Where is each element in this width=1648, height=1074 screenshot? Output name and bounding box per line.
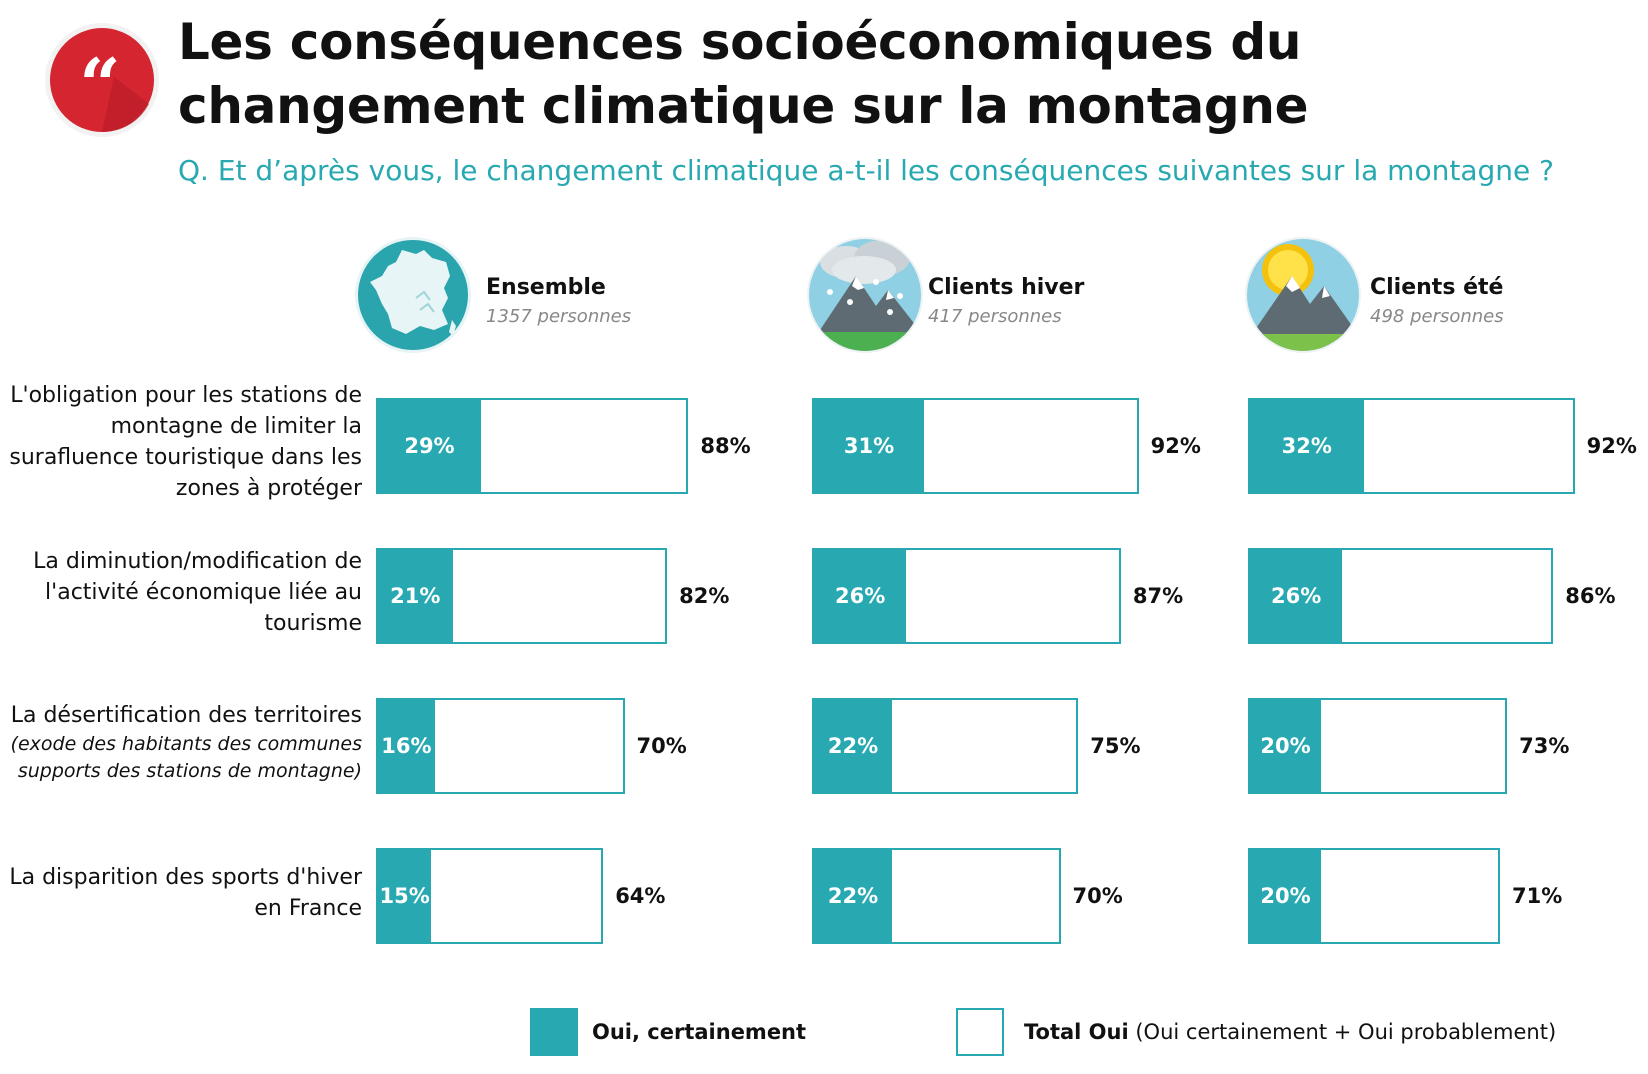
- bar-total-clients-hiver-3: 22%: [812, 698, 1079, 794]
- quote-icon: “: [45, 23, 159, 137]
- row-label-text: La désertification des territoires: [10, 703, 362, 728]
- row-label-surafluence: L'obligation pour les stations de montag…: [0, 380, 362, 504]
- bar-certain-ensemble-4: [378, 850, 432, 942]
- bar-certain-clients-hiver-1: [814, 400, 925, 492]
- row-label-text: L'obligation pour les stations de montag…: [9, 383, 362, 501]
- bar-total-clients-ete-2: 26%: [1248, 548, 1554, 644]
- data-label-total-clients-hiver-1: 92%: [1150, 434, 1201, 458]
- legend-label-certain: Oui, certainement: [592, 1020, 807, 1044]
- data-label-certain-clients-hiver-2: 26%: [835, 584, 886, 608]
- bar-certain-clients-ete-3: [1250, 700, 1321, 792]
- bar-total-ensemble-3: 16%: [376, 698, 625, 794]
- bar-total-clients-ete-3: 20%: [1248, 698, 1508, 794]
- row-label-sports-hiver: La disparition des sports d'hiver en Fra…: [0, 862, 362, 924]
- group-name-clients-hiver: Clients hiver: [928, 275, 1085, 300]
- group-count-clients-hiver: 417 personnes: [928, 306, 1062, 327]
- data-label-total-clients-ete-4: 71%: [1512, 884, 1563, 908]
- data-label-certain-clients-hiver-3: 22%: [827, 734, 879, 758]
- data-label-total-clients-ete-3: 73%: [1519, 734, 1570, 758]
- data-label-total-ensemble-4: 64%: [615, 884, 666, 908]
- bar-certain-clients-hiver-3: [814, 700, 893, 792]
- legend-label-total-rest: (Oui certainement + Oui probablement): [1128, 1020, 1557, 1044]
- data-label-certain-ensemble-2: 21%: [390, 584, 441, 608]
- legend-label-total: Total Oui (Oui certainement + Oui probab…: [1024, 1020, 1556, 1044]
- bar-certain-ensemble-3: [378, 700, 435, 792]
- page-title: Les conséquences socioéconomiques du cha…: [178, 13, 1309, 135]
- bar-total-clients-ete-4: 20%: [1248, 848, 1501, 944]
- data-label-total-clients-ete-2: 86%: [1565, 584, 1616, 608]
- bar-total-clients-hiver-2: 26%: [812, 548, 1121, 644]
- data-label-total-clients-hiver-2: 87%: [1132, 584, 1184, 608]
- bar-total-ensemble-2: 21%: [376, 548, 668, 644]
- group-count-ensemble: 1357 personnes: [486, 306, 632, 327]
- france-map-icon: [355, 237, 471, 353]
- data-label-certain-clients-ete-4: 20%: [1260, 884, 1311, 908]
- row-label-desertification: La désertification des territoires (exod…: [0, 700, 362, 785]
- bar-certain-clients-ete-4: [1250, 850, 1321, 942]
- data-label-total-ensemble-1: 88%: [700, 434, 751, 458]
- data-label-certain-ensemble-1: 29%: [404, 434, 455, 458]
- data-label-certain-clients-ete-3: 20%: [1260, 734, 1311, 758]
- data-label-total-clients-hiver-4: 70%: [1072, 884, 1123, 908]
- data-label-certain-clients-ete-1: 32%: [1281, 434, 1332, 458]
- sunny-mountain-icon: [1245, 237, 1361, 353]
- bar-certain-ensemble-2: [378, 550, 453, 642]
- row-label-text: La diminution/modification de l'activité…: [33, 549, 362, 636]
- data-label-certain-ensemble-3: 16%: [381, 734, 432, 758]
- bar-certain-clients-hiver-4: [814, 850, 893, 942]
- group-name-ensemble: Ensemble: [486, 275, 606, 300]
- data-label-certain-clients-ete-2: 26%: [1271, 584, 1322, 608]
- legend-swatch-total: [956, 1008, 1004, 1056]
- row-label-note: (exode des habitants des communes suppor…: [10, 733, 362, 782]
- row-label-activite-economique: La diminution/modification de l'activité…: [0, 546, 362, 639]
- data-label-certain-clients-hiver-1: 31%: [843, 434, 895, 458]
- legend-label-total-bold: Total Oui: [1024, 1020, 1129, 1044]
- bar-certain-clients-hiver-2: [814, 550, 907, 642]
- bar-certain-clients-ete-1: [1250, 400, 1364, 492]
- bar-total-clients-hiver-4: 22%: [812, 848, 1061, 944]
- legend-swatch-certain: [530, 1008, 578, 1056]
- data-label-certain-clients-hiver-4: 22%: [827, 884, 879, 908]
- data-label-total-ensemble-3: 70%: [636, 734, 687, 758]
- bar-total-clients-hiver-1: 31%: [812, 398, 1139, 494]
- data-label-total-ensemble-2: 82%: [679, 584, 730, 608]
- bar-total-ensemble-4: 15%: [376, 848, 604, 944]
- question-text: Q. Et d’après vous, le changement climat…: [178, 154, 1554, 187]
- data-label-total-clients-ete-1: 92%: [1586, 434, 1637, 458]
- bar-certain-ensemble-1: [378, 400, 481, 492]
- group-count-clients-ete: 498 personnes: [1370, 306, 1504, 327]
- group-name-clients-ete: Clients été: [1370, 275, 1504, 300]
- bar-certain-clients-ete-2: [1250, 550, 1343, 642]
- bar-total-clients-ete-1: 32%: [1248, 398, 1575, 494]
- row-label-text: La disparition des sports d'hiver en Fra…: [9, 865, 362, 921]
- svg-text:“: “: [79, 42, 120, 127]
- bar-total-ensemble-1: 29%: [376, 398, 689, 494]
- snowy-mountain-icon: [807, 237, 923, 353]
- data-label-certain-ensemble-4: 15%: [379, 884, 430, 908]
- data-label-total-clients-hiver-3: 75%: [1090, 734, 1141, 758]
